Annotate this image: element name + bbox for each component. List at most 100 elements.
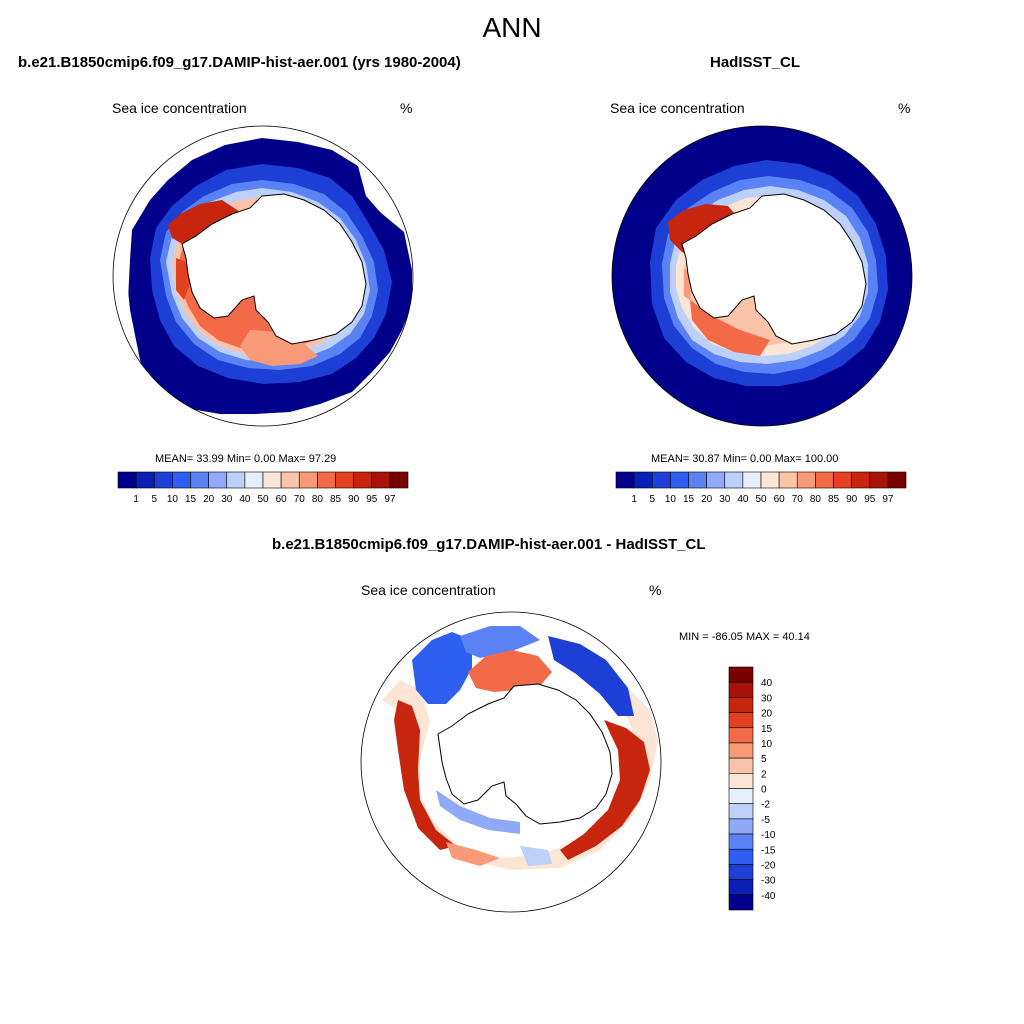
panel1-colorbar-tick-label: 85 <box>330 494 342 505</box>
panel2-colorbar-box <box>796 471 816 489</box>
panel1-units-label: % <box>400 100 413 116</box>
panel2-colorbar-box <box>778 471 798 489</box>
panel3-colorbar-box <box>728 697 754 713</box>
panel3-colorbar-tick-label: -40 <box>761 891 776 902</box>
panel2-colorbar-box <box>851 471 871 489</box>
panel3-colorbar-tick-label: 15 <box>761 724 773 735</box>
panel2-colorbar-box <box>869 471 889 489</box>
panel2-colorbar-tick-label: 97 <box>882 494 894 505</box>
panel3-colorbar-box <box>728 712 754 729</box>
panel3-antarctica <box>437 683 613 825</box>
panel1-colorbar-tick-label: 20 <box>203 494 215 505</box>
panel3-colorbar-tick-label: 0 <box>761 785 767 796</box>
panel3-colorbar-tick-label: 20 <box>761 709 773 720</box>
panel3-colorbar-box <box>728 818 754 835</box>
panel1-colorbar-tick-label: 15 <box>185 494 197 505</box>
panel1-map-border <box>112 125 414 427</box>
panel2-colorbar-box <box>833 471 852 489</box>
panel1-colorbar-box <box>135 471 155 489</box>
panel2-colorbar-box <box>706 471 726 489</box>
panel2-colorbar-tick-label: 90 <box>846 494 858 505</box>
panel1-colorbar-box <box>226 471 246 489</box>
panel1-colorbar-box <box>389 471 409 489</box>
panel2-title: HadISST_CL <box>710 54 801 71</box>
panel3-colorbar-tick-label: -5 <box>761 815 770 826</box>
panel1-colorbar: 1 5 10 15 20 30 40 50 60 70 80 85 90 95 97 <box>117 471 409 505</box>
panel1-colorbar-tick-label: 30 <box>221 494 233 505</box>
panel1-colorbar-box <box>262 471 282 489</box>
panel2-colorbar-box <box>742 471 762 489</box>
panel3-variable-label: Sea ice concentration <box>361 582 496 598</box>
panel3-colorbar-box <box>728 864 754 880</box>
panel3-colorbar-tick-label: 10 <box>761 739 773 750</box>
panel3-colorbar-box <box>728 681 754 698</box>
panel2-colorbar-tick-label: 5 <box>649 494 655 505</box>
panel1-colorbar-box <box>172 471 191 489</box>
panel1-colorbar-tick-label: 5 <box>151 494 157 505</box>
panel3-minmax: MIN = -86.05 MAX = 40.14 <box>679 631 810 643</box>
panel2-antarctica <box>681 193 867 345</box>
panel1-colorbar-tick-label: 80 <box>312 494 324 505</box>
panel3-colorbar-box <box>728 803 754 820</box>
panel2-variable-label: Sea ice concentration <box>610 100 745 116</box>
panel3-colorbar-tick-label: 2 <box>761 769 767 780</box>
panel2-stats: MEAN= 30.87 Min= 0.00 Max= 100.00 <box>651 453 839 465</box>
panel2-map-border <box>611 125 913 427</box>
panel3-colorbar-box <box>728 848 754 865</box>
panel3-colorbar-box <box>728 788 754 804</box>
panel3-map <box>361 612 661 912</box>
panel1-colorbar-box <box>298 471 318 489</box>
panel1-colorbar-box <box>153 471 173 489</box>
panel3-colorbar-box <box>728 894 754 911</box>
panel1-variable-label: Sea ice concentration <box>112 100 247 116</box>
panel1-colorbar-tick-label: 95 <box>366 494 378 505</box>
panel2-colorbar-tick-label: 20 <box>701 494 713 505</box>
panel1-antarctica <box>181 193 367 345</box>
panel3-colorbar-tick-label: -2 <box>761 800 770 811</box>
panel1-map <box>113 126 413 426</box>
panel1-title: b.e21.B1850cmip6.f09_g17.DAMIP-hist-aer.… <box>18 54 461 71</box>
panel2-colorbar-box <box>760 471 780 489</box>
panel1-colorbar-box <box>317 471 336 489</box>
panel2-colorbar-tick-label: 70 <box>792 494 804 505</box>
panel3-colorbar-box <box>728 833 754 850</box>
panel2-colorbar-tick-label: 1 <box>631 494 637 505</box>
panel1-colorbar-tick-label: 50 <box>257 494 269 505</box>
panel3-colorbar-box <box>728 666 754 683</box>
panel1-colorbar-box <box>353 471 373 489</box>
panel1-colorbar-box <box>280 471 300 489</box>
panel3-colorbar-tick-label: -10 <box>761 830 776 841</box>
panel2-colorbar-tick-label: 50 <box>755 494 767 505</box>
panel2-colorbar-tick-label: 95 <box>864 494 876 505</box>
panel3-colorbar-tick-label: 40 <box>761 678 773 689</box>
panel1-colorbar-tick-label: 90 <box>348 494 360 505</box>
panel1-colorbar-tick-label: 60 <box>276 494 288 505</box>
panel2-colorbar-box <box>688 471 707 489</box>
panel1-colorbar-tick-label: 10 <box>167 494 179 505</box>
panel2-colorbar-tick-label: 10 <box>665 494 677 505</box>
panel3-units-label: % <box>649 582 662 598</box>
panel2-colorbar-tick-label: 80 <box>810 494 822 505</box>
panel1-colorbar-box <box>208 471 228 489</box>
panel3-colorbar-tick-label: 30 <box>761 693 773 704</box>
panel3-colorbar-tick-label: -15 <box>761 845 776 856</box>
panel2-colorbar-tick-label: 40 <box>737 494 749 505</box>
panel2-colorbar-tick-label: 30 <box>719 494 731 505</box>
panel3-colorbar-tick-label: 5 <box>761 754 767 765</box>
panel1-colorbar-box <box>190 471 209 489</box>
panel1-colorbar-box <box>117 471 137 489</box>
panel1-colorbar-box <box>371 471 391 489</box>
panel3-colorbar-box <box>728 773 754 789</box>
panel3-colorbar-box <box>728 727 754 744</box>
panel3-colorbar-tick-label: -20 <box>761 860 776 871</box>
panel2-colorbar-box <box>724 471 744 489</box>
panel3-colorbar-tick-label: -30 <box>761 876 776 887</box>
panel1-colorbar-tick-label: 70 <box>294 494 306 505</box>
panel2-colorbar-tick-label: 85 <box>828 494 840 505</box>
panel1-colorbar-tick-label: 1 <box>133 494 139 505</box>
panel2-colorbar-box <box>633 471 653 489</box>
panel2-units-label: % <box>898 100 911 116</box>
panel3-map-border <box>360 611 662 913</box>
